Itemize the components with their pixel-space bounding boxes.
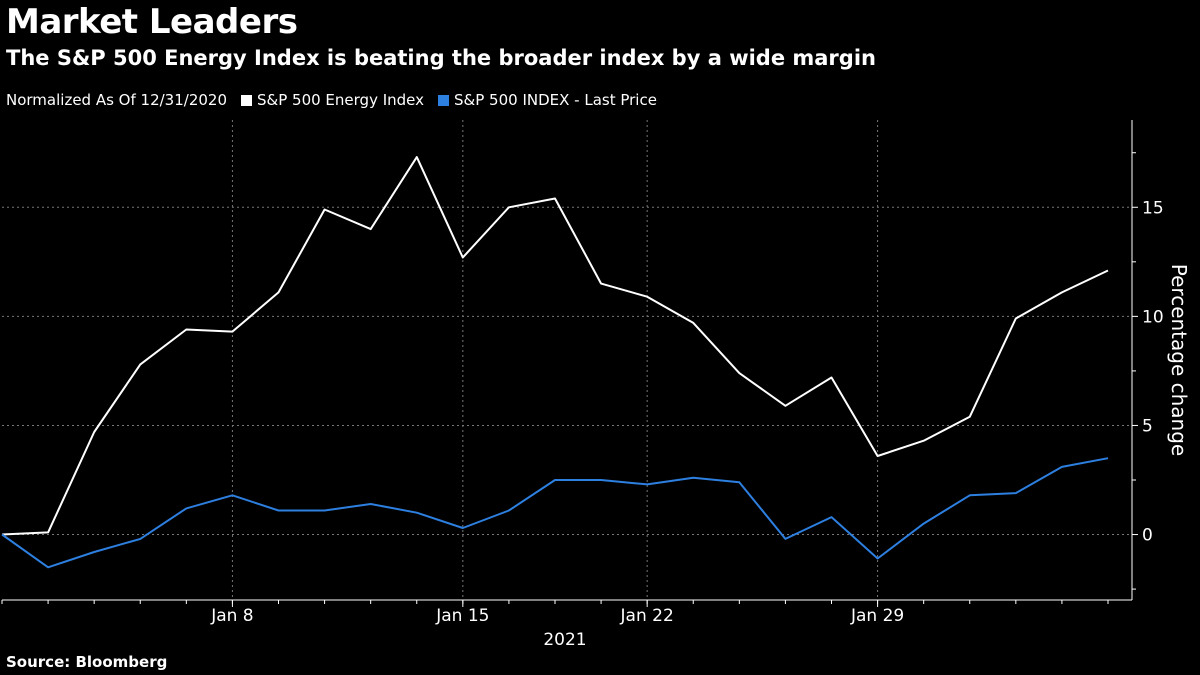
chart-title: Market Leaders [6,2,298,42]
x-tick-label-3: Jan 29 [850,606,904,626]
x-tick-label-0: Jan 8 [210,606,253,626]
legend-item-energy: S&P 500 Energy Index [241,91,424,109]
series-lines [1,156,1109,569]
chart-subtitle: The S&P 500 Energy Index is beating the … [6,46,876,70]
y-tick-label-0: 0 [1142,526,1153,546]
legend-swatch-spx [438,94,450,106]
x-tick-label-2: Jan 22 [620,606,674,626]
source-note: Source: Bloomberg [6,653,168,671]
y-tick-label-15: 15 [1142,198,1164,218]
series-line-0 [1,156,1109,536]
y-tick-label-5: 5 [1142,416,1153,436]
y-tick-label-10: 10 [1142,307,1164,327]
x-year-label: 2021 [543,630,586,650]
legend-note-label: Normalized As Of 12/31/2020 [6,91,227,109]
legend-label-spx: S&P 500 INDEX - Last Price [454,91,657,109]
grid [2,120,1132,600]
legend-note: Normalized As Of 12/31/2020 [6,91,227,109]
series-line-1 [1,457,1109,569]
legend: Normalized As Of 12/31/2020 S&P 500 Ener… [6,91,671,109]
legend-label-energy: S&P 500 Energy Index [257,91,425,109]
legend-swatch-energy [241,94,252,106]
legend-item-spx: S&P 500 INDEX - Last Price [438,91,657,109]
y-axis-title: Percentage change [1167,264,1191,456]
axes [1,120,1138,607]
tick-labels: 0 5 10 15 Jan 8 Jan 15 Jan 22 Jan 29 2021 Percent… [210,198,1191,650]
x-tick-label-1: Jan 15 [435,606,489,626]
